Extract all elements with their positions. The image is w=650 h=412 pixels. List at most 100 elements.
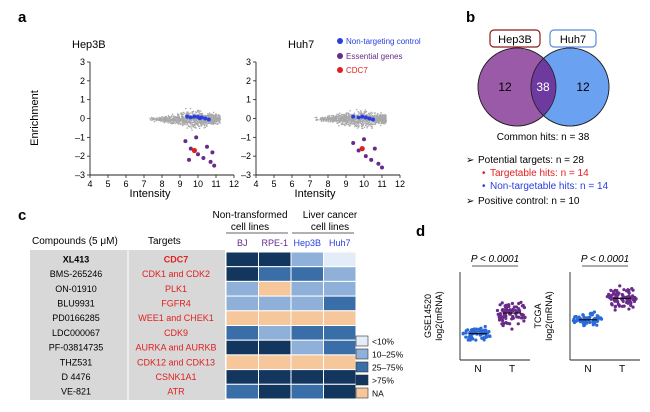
y-tick-label: 0 (246, 114, 251, 124)
scatter-point (380, 165, 384, 170)
dot-plot-point (583, 319, 587, 323)
dot-plot-point (615, 295, 619, 299)
dot-plot-point (622, 304, 626, 308)
target-name: CDK12 and CDK13 (137, 357, 215, 367)
scatter-point (192, 114, 197, 119)
dot-plot-point (620, 292, 624, 297)
heatmap-cell (258, 266, 292, 282)
venn-overlap-count: 38 (536, 80, 550, 94)
positive-control: Positive control: n = 10 (478, 196, 580, 207)
heatmap-cell (258, 369, 292, 385)
dot-plot-point (510, 308, 515, 313)
heatmap-cell (258, 280, 292, 297)
heatmap-cell (323, 251, 357, 268)
dot-plot-point (467, 337, 471, 341)
cell-line-headers: BJ RPE-1 Hep3B Huh7 (237, 238, 351, 248)
dot-plot-point (613, 308, 617, 312)
scatter-point (185, 114, 190, 119)
legend-label-ntc: Non-targeting control (346, 37, 421, 46)
dot-plot-point (618, 284, 622, 288)
dot-plot-point (622, 288, 626, 292)
heatmap-cell (290, 310, 324, 326)
scatter-point (371, 117, 375, 122)
heatmap (225, 251, 357, 400)
dot-plot-point (629, 303, 633, 307)
heatmap-cell (290, 325, 324, 341)
p-value: P < 0.0001 (581, 254, 629, 265)
heatmap-cell (290, 251, 324, 268)
non-targetable-hits: Non-targetable hits: n = 14 (490, 181, 609, 192)
scatter-point (205, 144, 209, 149)
heatmap-legend-swatch (355, 361, 369, 373)
scatter-point (360, 114, 365, 119)
heatmap-cell (258, 325, 292, 341)
heatmap-cell (258, 383, 292, 400)
legend-dot-essential (337, 53, 343, 59)
heatmap-legend-swatch (355, 348, 369, 360)
heatmap-legend-label: 10–25% (372, 350, 404, 360)
dot-plot-ylabel: TCGAlog2(mRNA) (533, 291, 554, 341)
dot-plot-point (613, 305, 617, 309)
heatmap-cell (258, 310, 292, 326)
heatmap-cell (225, 383, 259, 400)
dot-plot-point (605, 295, 609, 299)
dot-plot-point (495, 308, 500, 313)
targetable-hits: Targetable hits: n = 14 (490, 168, 589, 179)
dot-plot-point (627, 307, 631, 311)
dot-plot-point (610, 293, 614, 297)
y-tick-label: 2 (80, 76, 85, 86)
heatmap-cell (323, 325, 357, 341)
dot-plot-point (502, 321, 506, 326)
dot-plot-point (480, 336, 484, 340)
x-tick-label: 9 (343, 179, 348, 189)
target-name: ATR (167, 387, 185, 397)
dot-plot-point (517, 309, 522, 313)
y-tick-label: 1 (80, 95, 85, 105)
heatmap-cell (290, 295, 324, 312)
heatmap-cell (258, 339, 292, 356)
target-name: CDK9 (164, 328, 188, 338)
scatter-point (210, 150, 215, 155)
scatter-point (203, 116, 208, 121)
dot-plot-point (616, 302, 620, 306)
dot-plot-point (469, 328, 474, 332)
dot-plot-point (591, 311, 595, 315)
heatmap-legend-label: >75% (372, 376, 394, 386)
dot-plot-point (523, 315, 527, 319)
dot-plot-point (571, 319, 575, 323)
scatter-hep3b-xlabel: Intensity (130, 188, 171, 200)
scatter-point (188, 115, 193, 120)
heatmap-legend-swatch (355, 374, 369, 386)
compound-name: PD0166285 (52, 313, 100, 323)
dot-plot-point (464, 331, 468, 335)
y-tick-label: –1 (241, 132, 251, 142)
heatmap-cell (258, 251, 292, 268)
target-name: CDK1 and CDK2 (142, 269, 210, 279)
heatmap-legend: <10% 10–25% 25–75% >75% NA (355, 335, 404, 399)
dot-plot-point (511, 315, 515, 319)
y-tick-label: –2 (75, 151, 85, 161)
compound-name: VE-821 (61, 387, 91, 397)
dot-plot-point (500, 301, 504, 305)
x-tick-label: 6 (123, 179, 128, 189)
dot-plot-point (514, 309, 518, 313)
dot-plot-point (483, 336, 487, 340)
x-tick-label: 4 (87, 179, 92, 189)
heatmap-cell (225, 266, 259, 282)
dot-plot-point (582, 315, 586, 320)
dot-plot-point (474, 338, 478, 342)
heatmap-cell (323, 383, 357, 400)
venn-left-label: Hep3B (498, 34, 532, 46)
scatter-point (362, 137, 366, 142)
cell-line-label: Huh7 (329, 238, 351, 248)
y-tick-label: –3 (75, 170, 85, 180)
heatmap-cell (225, 369, 259, 385)
dot-plot-group-label: T (509, 364, 515, 375)
scatter-hep3b-ylabel: Enrichment (29, 90, 41, 146)
scatter-background-cloud (314, 108, 387, 130)
scatter-huh7-xlabel: Intensity (295, 188, 336, 200)
x-tick-label: 11 (211, 179, 220, 189)
dot-plot-point (626, 288, 630, 292)
target-name: WEE1 and CHEK1 (138, 313, 214, 323)
